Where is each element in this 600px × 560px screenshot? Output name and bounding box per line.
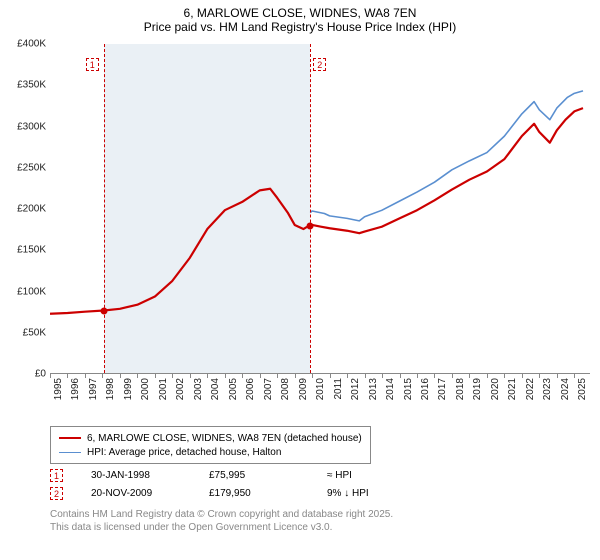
x-tick-label: 2016: [420, 378, 431, 400]
x-tick-label: 2010: [315, 378, 326, 400]
legend-item: HPI: Average price, detached house, Halt…: [59, 445, 362, 459]
x-tick-label: 2000: [140, 378, 151, 400]
x-tick-label: 2022: [525, 378, 536, 400]
x-tick-label: 2005: [228, 378, 239, 400]
x-tick-label: 2021: [507, 378, 518, 400]
x-tick-label: 1998: [105, 378, 116, 400]
x-tick-label: 1996: [70, 378, 81, 400]
sale-price: £179,950: [209, 488, 299, 499]
credit-text: Contains HM Land Registry data © Crown c…: [50, 508, 393, 534]
x-tick-label: 2008: [280, 378, 291, 400]
y-tick-label: £400K: [0, 39, 46, 50]
x-tick-label: 1997: [88, 378, 99, 400]
y-tick-label: £250K: [0, 162, 46, 173]
sale-hpi: 9% ↓ HPI: [327, 488, 417, 499]
sale-hpi: ≈ HPI: [327, 470, 417, 481]
marker-badge: 2: [313, 58, 326, 71]
series-line: [50, 108, 583, 314]
x-tick-label: 2020: [490, 378, 501, 400]
x-tick-label: 2013: [368, 378, 379, 400]
y-tick-label: £200K: [0, 204, 46, 215]
plot-area: 12: [50, 44, 590, 374]
sales-table: 1 30-JAN-1998 £75,995 ≈ HPI 2 20-NOV-2009 £179…: [50, 466, 417, 502]
x-tick-label: 2002: [175, 378, 186, 400]
x-tick-label: 2014: [385, 378, 396, 400]
x-tick-label: 2018: [455, 378, 466, 400]
y-tick-label: £50K: [0, 327, 46, 338]
sale-point: [100, 308, 107, 315]
y-tick-label: £100K: [0, 286, 46, 297]
sale-marker-badge: 2: [50, 487, 63, 500]
x-tick-label: 2015: [403, 378, 414, 400]
x-tick-label: 2025: [577, 378, 588, 400]
title-address: 6, MARLOWE CLOSE, WIDNES, WA8 7EN: [0, 6, 600, 20]
x-tick-label: 2003: [193, 378, 204, 400]
credit-line2: This data is licensed under the Open Gov…: [50, 521, 393, 534]
marker-line: [104, 44, 105, 373]
legend-swatch: [59, 437, 81, 439]
x-tick-label: 2023: [542, 378, 553, 400]
x-tick-label: 2024: [560, 378, 571, 400]
legend: 6, MARLOWE CLOSE, WIDNES, WA8 7EN (detac…: [50, 426, 371, 464]
marker-line: [310, 44, 311, 373]
y-tick-label: £300K: [0, 121, 46, 132]
sale-date: 30-JAN-1998: [91, 470, 181, 481]
sale-row: 2 20-NOV-2009 £179,950 9% ↓ HPI: [50, 484, 417, 502]
credit-line1: Contains HM Land Registry data © Crown c…: [50, 508, 393, 521]
x-tick-label: 2001: [158, 378, 169, 400]
x-tick-label: 2019: [472, 378, 483, 400]
chart-title: 6, MARLOWE CLOSE, WIDNES, WA8 7EN Price …: [0, 0, 600, 36]
chart-lines: [50, 44, 590, 373]
y-tick-label: £350K: [0, 80, 46, 91]
sale-marker-badge: 1: [50, 469, 63, 482]
sale-date: 20-NOV-2009: [91, 488, 181, 499]
title-subtitle: Price paid vs. HM Land Registry's House …: [0, 20, 600, 34]
sale-row: 1 30-JAN-1998 £75,995 ≈ HPI: [50, 466, 417, 484]
legend-item: 6, MARLOWE CLOSE, WIDNES, WA8 7EN (detac…: [59, 431, 362, 445]
series-line: [310, 91, 583, 221]
chart-container: £0 £50K £100K £150K £200K £250K £300K £350K £400…: [0, 36, 600, 416]
sale-price: £75,995: [209, 470, 299, 481]
x-tick-label: 2007: [263, 378, 274, 400]
legend-label: 6, MARLOWE CLOSE, WIDNES, WA8 7EN (detac…: [87, 433, 362, 444]
x-tick-label: 2017: [437, 378, 448, 400]
legend-label: HPI: Average price, detached house, Halt…: [87, 447, 281, 458]
x-tick-label: 2009: [298, 378, 309, 400]
x-tick-label: 2011: [333, 378, 344, 400]
y-tick-label: £150K: [0, 245, 46, 256]
x-tick-label: 1999: [123, 378, 134, 400]
sale-point: [307, 222, 314, 229]
marker-badge: 1: [86, 58, 99, 71]
y-tick-label: £0: [0, 369, 46, 380]
x-tick-label: 1995: [53, 378, 64, 400]
x-tick-label: 2012: [350, 378, 361, 400]
x-tick-label: 2004: [210, 378, 221, 400]
legend-swatch: [59, 452, 81, 453]
x-tick-label: 2006: [245, 378, 256, 400]
